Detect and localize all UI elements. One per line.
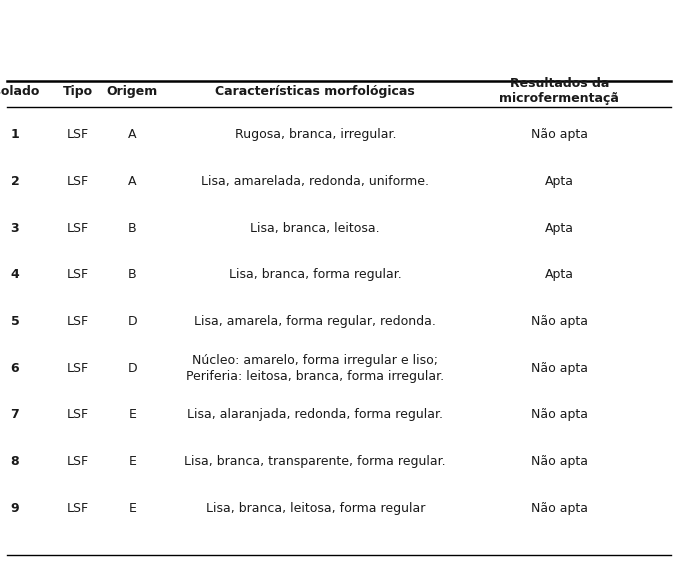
Text: Não apta: Não apta — [531, 408, 588, 422]
Text: Rugosa, branca, irregular.: Rugosa, branca, irregular. — [235, 128, 396, 142]
Text: Lisa, alaranjada, redonda, forma regular.: Lisa, alaranjada, redonda, forma regular… — [187, 408, 443, 422]
Text: 1: 1 — [11, 128, 19, 142]
Text: LSF: LSF — [67, 455, 89, 468]
Text: Características morfológicas: Características morfológicas — [216, 85, 415, 98]
Text: Não apta: Não apta — [531, 501, 588, 515]
Text: 4: 4 — [11, 268, 19, 282]
Text: Lisa, branca, leitosa.: Lisa, branca, leitosa. — [250, 221, 380, 235]
Text: Lisa, amarelada, redonda, uniforme.: Lisa, amarelada, redonda, uniforme. — [201, 175, 429, 188]
Text: Apta: Apta — [545, 268, 574, 282]
Text: Não apta: Não apta — [531, 315, 588, 328]
Text: Apta: Apta — [545, 175, 574, 188]
Text: Não apta: Não apta — [531, 455, 588, 468]
Text: Lisa, branca, transparente, forma regular.: Lisa, branca, transparente, forma regula… — [184, 455, 446, 468]
Text: LSF: LSF — [67, 221, 89, 235]
Text: Lisa, branca, forma regular.: Lisa, branca, forma regular. — [229, 268, 401, 282]
Text: Lisa, branca, leitosa, forma regular: Lisa, branca, leitosa, forma regular — [205, 501, 425, 515]
Text: E: E — [128, 501, 136, 515]
Text: D: D — [127, 361, 137, 375]
Text: Resultados da
microfermentaçã: Resultados da microfermentaçã — [500, 78, 619, 105]
Text: LSF: LSF — [67, 128, 89, 142]
Text: E: E — [128, 408, 136, 422]
Text: B: B — [128, 221, 136, 235]
Text: Isolado: Isolado — [0, 85, 40, 98]
Text: LSF: LSF — [67, 175, 89, 188]
Text: LSF: LSF — [67, 501, 89, 515]
Text: 7: 7 — [11, 408, 19, 422]
Text: Apta: Apta — [545, 221, 574, 235]
Text: A: A — [128, 175, 136, 188]
Text: Lisa, amarela, forma regular, redonda.: Lisa, amarela, forma regular, redonda. — [195, 315, 436, 328]
Text: E: E — [128, 455, 136, 468]
Text: LSF: LSF — [67, 361, 89, 375]
Text: LSF: LSF — [67, 408, 89, 422]
Text: Núcleo: amarelo, forma irregular e liso;
Periferia: leitosa, branca, forma irreg: Núcleo: amarelo, forma irregular e liso;… — [186, 353, 444, 383]
Text: Não apta: Não apta — [531, 361, 588, 375]
Text: 8: 8 — [11, 455, 19, 468]
Text: 2: 2 — [11, 175, 19, 188]
Text: Não apta: Não apta — [531, 128, 588, 142]
Text: D: D — [127, 315, 137, 328]
Text: Origem: Origem — [106, 85, 158, 98]
Text: Tipo: Tipo — [63, 85, 93, 98]
Text: 6: 6 — [11, 361, 19, 375]
Text: 5: 5 — [11, 315, 19, 328]
Text: LSF: LSF — [67, 315, 89, 328]
Text: B: B — [128, 268, 136, 282]
Text: A: A — [128, 128, 136, 142]
Text: 3: 3 — [11, 221, 19, 235]
Text: LSF: LSF — [67, 268, 89, 282]
Text: 9: 9 — [11, 501, 19, 515]
